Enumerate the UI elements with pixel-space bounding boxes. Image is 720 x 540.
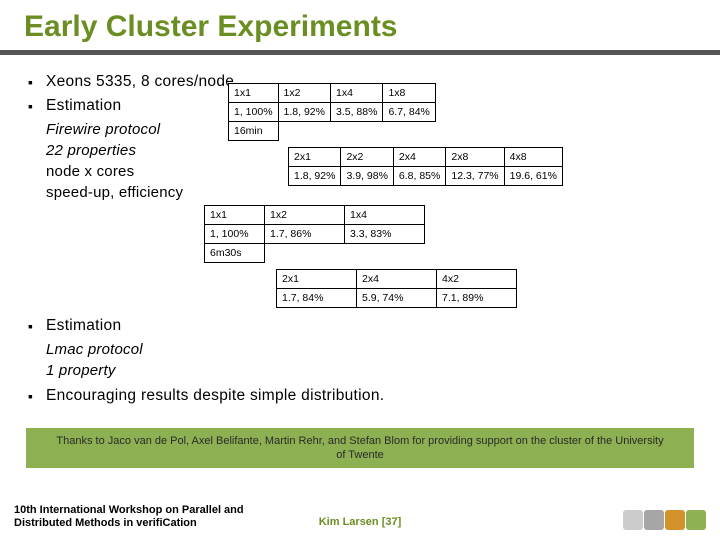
cell: 1.7, 84% [277,289,357,308]
cell: 7.1, 89% [437,289,517,308]
bullet-icon: ▪ [28,315,46,337]
time-cell: 6m30s [205,244,265,263]
cell: 6.7, 84% [383,103,435,122]
cell: 4x2 [437,270,517,289]
table-2-top: 1x11x21x4 1, 100%1.7, 86%3.3, 83% 6m30s [204,205,425,263]
footer-left-1: 10th International Workshop on Parallel … [14,504,244,516]
cell: 1x1 [205,206,265,225]
logo-sq-1 [623,510,643,530]
footer-left-2: Distributed Methods in verifiCation [14,517,197,529]
cell: 3.9, 98% [341,167,393,186]
cell: 1.8, 92% [278,103,330,122]
cell: 2x2 [341,148,393,167]
content-area: ▪ Xeons 5335, 8 cores/node. ▪ Estimation… [0,57,720,407]
page-title: Early Cluster Experiments [0,0,720,50]
cell: 4x8 [504,148,562,167]
table-2-bottom: 2x12x44x2 1.7, 84%5.9, 74%7.1, 89% [276,269,517,308]
logo-sq-3 [665,510,685,530]
title-underline [0,50,720,55]
bullet-3-sub1: Lmac protocol [46,339,700,360]
cell: 5.9, 74% [357,289,437,308]
cell: 1x8 [383,84,435,103]
cell: 12.3, 77% [446,167,504,186]
cell: 1, 100% [229,103,279,122]
cell: 1x2 [278,84,330,103]
cell: 2x8 [446,148,504,167]
cell: 3.3, 83% [345,225,425,244]
cell: 1.7, 86% [265,225,345,244]
bullet-icon: ▪ [28,385,46,407]
logo [623,510,706,530]
logo-sq-2 [644,510,664,530]
cell: 2x1 [289,148,341,167]
footer-mid: Kim Larsen [37] [319,516,402,528]
cell: 2x4 [357,270,437,289]
table-1-bottom: 2x12x22x42x84x8 1.8, 92%3.9, 98%6.8, 85%… [288,147,563,186]
bullet-icon: ▪ [28,95,46,117]
thanks-box: Thanks to Jaco van de Pol, Axel Belifant… [26,428,694,468]
bullet-3-sub2: 1 property [46,360,700,381]
cell: 1.8, 92% [289,167,341,186]
bullet-icon: ▪ [28,71,46,93]
cell: 1x4 [345,206,425,225]
footer: 10th International Workshop on Parallel … [14,504,706,530]
cell: 1x4 [330,84,382,103]
logo-sq-4 [686,510,706,530]
table-1-top: 1x11x21x41x8 1, 100%1.8, 92%3.5, 88%6.7,… [228,83,436,141]
cell: 3.5, 88% [330,103,382,122]
cell: 6.8, 85% [393,167,445,186]
bullet-3: Estimation [46,315,700,337]
cell: 2x1 [277,270,357,289]
cell: 1, 100% [205,225,265,244]
cell: 2x4 [393,148,445,167]
footer-left: 10th International Workshop on Parallel … [14,504,244,530]
cell: 19.6, 61% [504,167,562,186]
bullet-4: Encouraging results despite simple distr… [46,385,700,407]
cell: 1x1 [229,84,279,103]
cell: 1x2 [265,206,345,225]
time-cell: 16min [229,122,279,141]
